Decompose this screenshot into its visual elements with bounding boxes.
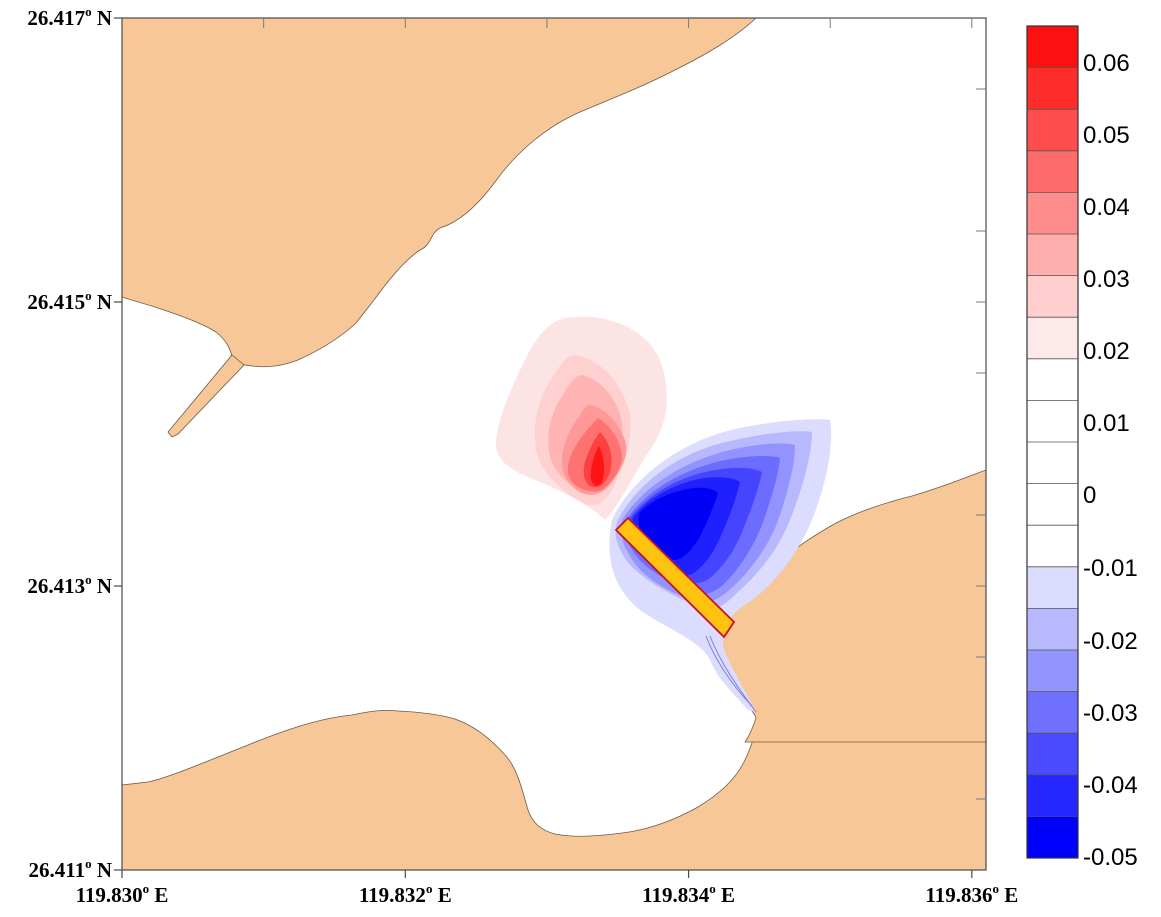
- y-tick-value: 26.415: [27, 290, 85, 314]
- x-tick-label: 119.836o E: [925, 881, 1018, 907]
- x-tick-label: 119.832o E: [359, 881, 452, 907]
- colorbar-band: [1027, 275, 1078, 318]
- colorbar-band: [1027, 358, 1078, 401]
- colorbar-band: [1027, 608, 1078, 651]
- wake-stripe: [709, 635, 757, 713]
- x-tick-label: 119.830o E: [76, 881, 169, 907]
- degree-mark: o: [85, 4, 92, 19]
- y-tick-label: 26.411o N: [28, 856, 112, 882]
- northwest-landmass: [122, 18, 757, 368]
- structure-bar: [614, 516, 736, 639]
- x-tick-value: 119.836: [925, 883, 992, 907]
- colorbar-label: -0.05: [1083, 844, 1138, 871]
- y-tick-value: 26.411: [28, 858, 85, 882]
- colorbar-label: 0.05: [1083, 122, 1130, 149]
- colorbar-label: 0.03: [1083, 266, 1130, 293]
- x-tick-label: 119.834o E: [642, 881, 735, 907]
- wake-stripe: [705, 635, 753, 707]
- y-tick-value: 26.413: [27, 574, 85, 598]
- contour-level-0.06: [590, 446, 605, 486]
- colorbar-band: [1027, 733, 1078, 776]
- x-hemisphere: E: [716, 883, 735, 907]
- colorbar-band: [1027, 26, 1078, 69]
- y-hemisphere: N: [92, 858, 112, 882]
- colorbar-band: [1027, 525, 1078, 568]
- degree-mark: o: [143, 881, 150, 896]
- colorbar-band: [1027, 650, 1078, 693]
- colorbar-label: -0.01: [1083, 555, 1138, 582]
- degree-mark: o: [85, 856, 92, 871]
- pier: [167, 354, 245, 438]
- y-tick-label: 26.415o N: [27, 288, 112, 314]
- colorbar-band: [1027, 109, 1078, 152]
- colorbar-band: [1027, 691, 1078, 734]
- x-axis: 119.830o E 119.832o E 119.834o E 119.836o E: [76, 870, 1018, 907]
- colorbar-band: [1027, 774, 1078, 817]
- colorbar-label: -0.03: [1083, 700, 1138, 727]
- colorbar-frame: [1026, 25, 1079, 859]
- x-tick-value: 119.834: [642, 883, 710, 907]
- x-hemisphere: E: [149, 883, 168, 907]
- colorbar-label: -0.04: [1083, 772, 1138, 799]
- y-tick-label: 26.417o N: [27, 4, 112, 30]
- colorbar-band: [1027, 234, 1078, 277]
- degree-mark: o: [709, 881, 716, 896]
- colorbar-label: 0.06: [1083, 50, 1130, 77]
- degree-mark: o: [85, 288, 92, 303]
- y-hemisphere: N: [92, 6, 112, 30]
- y-hemisphere: N: [92, 574, 112, 598]
- colorbar-band: [1027, 442, 1078, 485]
- x-tick-value: 119.830: [76, 883, 143, 907]
- degree-mark: o: [993, 881, 1000, 896]
- colorbar-label: -0.02: [1083, 628, 1138, 655]
- south-landmass: [122, 709, 986, 870]
- colorbar-band: [1027, 192, 1078, 235]
- plot-area: [122, 18, 986, 870]
- colorbar-band: [1027, 67, 1078, 110]
- colorbar-band: [1027, 483, 1078, 526]
- degree-mark: o: [85, 572, 92, 587]
- minor-ticks: [263, 18, 986, 800]
- colorbar-band: [1027, 816, 1078, 859]
- colorbar-band: [1027, 150, 1078, 193]
- y-axis: 26.417o N26.415o N26.413o N26.411o N: [27, 4, 122, 882]
- colorbar-band: [1027, 317, 1078, 360]
- x-hemisphere: E: [432, 883, 451, 907]
- colorbar-label: 0: [1083, 482, 1096, 509]
- y-tick-label: 26.413o N: [27, 572, 112, 598]
- x-hemisphere: E: [999, 883, 1018, 907]
- x-tick-value: 119.832: [359, 883, 426, 907]
- y-hemisphere: N: [92, 290, 112, 314]
- colorbar: 0.06 0.05 0.04 0.03 0.02 0.01 0 -0.01 -0.02 -0.03…: [1026, 25, 1138, 871]
- colorbar-label: 0.04: [1083, 194, 1130, 221]
- y-tick-value: 26.417: [27, 6, 85, 30]
- colorbar-label: 0.02: [1083, 338, 1130, 365]
- colorbar-band: [1027, 566, 1078, 609]
- contour-level-n0.05: [638, 487, 718, 560]
- colorbar-label: 0.01: [1083, 410, 1130, 437]
- colorbar-band: [1027, 400, 1078, 443]
- positive-anomaly-contours: [495, 316, 667, 520]
- plot-frame: [121, 17, 987, 871]
- degree-mark: o: [426, 881, 433, 896]
